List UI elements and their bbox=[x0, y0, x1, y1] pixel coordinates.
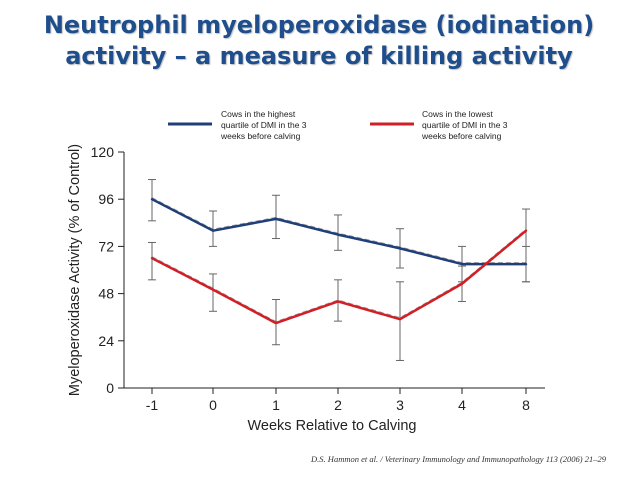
x-tick-label: -1 bbox=[146, 397, 159, 413]
x-tick-label: 4 bbox=[458, 397, 466, 413]
legend-low-line-1: Cows in the lowest bbox=[422, 109, 494, 119]
legend-low-line-2: quartile of DMI in the 3 bbox=[422, 120, 508, 130]
data-point bbox=[398, 247, 402, 250]
legend-high-line-1: Cows in the highest bbox=[221, 109, 296, 119]
legend-high-line-3: weeks before calving bbox=[220, 131, 301, 141]
y-tick-label: 48 bbox=[98, 286, 114, 302]
series-line-low bbox=[151, 229, 527, 325]
source-citation: D.S. Hammon et al. / Veterinary Immunolo… bbox=[310, 454, 607, 464]
data-point bbox=[460, 262, 464, 266]
data-point bbox=[274, 217, 278, 221]
legend-low-line-3: weeks before calving bbox=[421, 131, 502, 141]
data-point bbox=[460, 282, 464, 285]
x-tick-label: 2 bbox=[334, 397, 342, 413]
slide-title-line-2: activity – a measure of killing activity bbox=[65, 42, 573, 70]
data-point bbox=[211, 229, 215, 232]
y-axis-label: Myeloperoxidase Activity (% of Control) bbox=[67, 144, 83, 396]
data-point bbox=[524, 229, 528, 232]
error-bars bbox=[148, 179, 530, 361]
legend-label-low: Cows in the lowest quartile of DMI in th… bbox=[421, 109, 510, 141]
fit-line-1 bbox=[151, 228, 527, 323]
data-point bbox=[150, 257, 154, 260]
data-point bbox=[274, 321, 278, 325]
x-tick-label: 8 bbox=[522, 397, 530, 413]
series-line-high bbox=[151, 198, 526, 266]
data-point bbox=[398, 317, 402, 321]
fit-line-0 bbox=[151, 197, 526, 264]
data-point bbox=[524, 262, 528, 266]
y-tick-label: 120 bbox=[91, 144, 115, 160]
y-tick-label: 72 bbox=[98, 238, 114, 254]
legend: Cows in the highest quartile of DMI in t… bbox=[168, 109, 510, 141]
data-point bbox=[336, 300, 340, 303]
data-point bbox=[150, 198, 154, 201]
x-axis-label: Weeks Relative to Calving bbox=[248, 418, 417, 434]
x-tick-label: 0 bbox=[209, 397, 217, 413]
x-tick-label: 1 bbox=[272, 397, 280, 413]
legend-label-high: Cows in the highest quartile of DMI in t… bbox=[220, 109, 309, 141]
x-tick-label: 3 bbox=[396, 397, 404, 413]
series-lines bbox=[150, 198, 528, 325]
data-point bbox=[336, 233, 340, 236]
y-tick-label: 24 bbox=[98, 333, 114, 349]
slide-title-line-1: Neutrophil myeloperoxidase (iodination) bbox=[43, 11, 595, 39]
legend-high-line-2: quartile of DMI in the 3 bbox=[221, 120, 307, 130]
y-tick-label: 0 bbox=[106, 380, 114, 396]
slide-title: Neutrophil myeloperoxidase (iodination) … bbox=[0, 10, 638, 72]
y-tick-label: 96 bbox=[98, 191, 114, 207]
data-point bbox=[211, 288, 215, 291]
